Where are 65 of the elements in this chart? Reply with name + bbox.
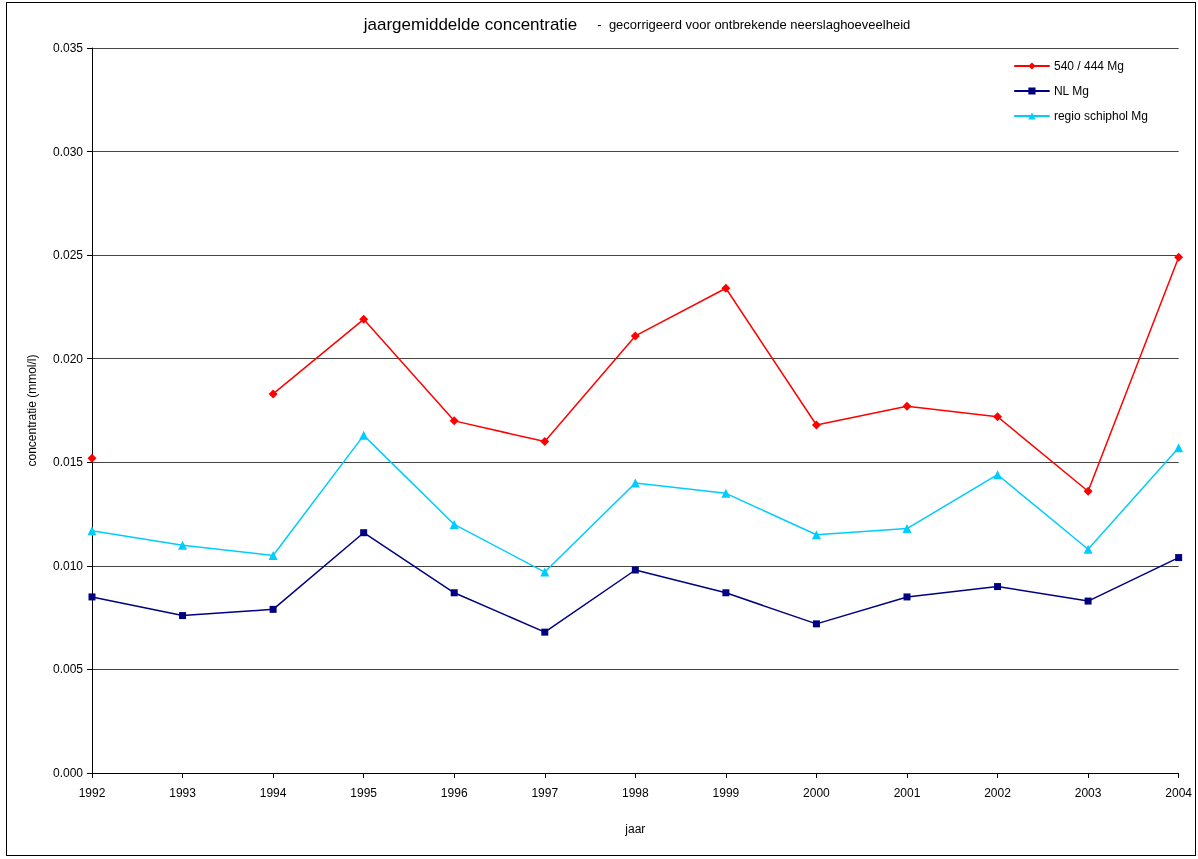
legend-label: 540 / 444 Mg bbox=[1053, 59, 1125, 73]
x-tick-label: 1992 bbox=[78, 786, 106, 800]
point bbox=[359, 430, 369, 440]
point bbox=[902, 401, 912, 411]
x-tick-label: 1998 bbox=[621, 786, 649, 800]
y-tick-label: 0.035 bbox=[52, 41, 84, 55]
x-tick-label: 2004 bbox=[1165, 786, 1193, 800]
point bbox=[540, 567, 550, 577]
point bbox=[994, 583, 1002, 591]
point bbox=[87, 453, 97, 463]
x-tick-label: 2001 bbox=[893, 786, 921, 800]
point bbox=[1084, 597, 1092, 605]
y-tick-label: 0.020 bbox=[52, 351, 84, 366]
y-tick-label: 0.000 bbox=[52, 766, 84, 780]
point bbox=[1174, 252, 1184, 262]
point bbox=[902, 524, 912, 534]
point bbox=[449, 416, 459, 426]
legend-label: NL Mg bbox=[1053, 84, 1089, 98]
point bbox=[630, 331, 640, 341]
point bbox=[1175, 554, 1183, 562]
y-tick-label: 0.015 bbox=[52, 455, 84, 470]
point bbox=[993, 412, 1003, 422]
point bbox=[721, 488, 731, 498]
point bbox=[178, 540, 188, 550]
point bbox=[812, 620, 820, 628]
point bbox=[268, 389, 278, 399]
y-tick-label: 0.025 bbox=[52, 248, 84, 263]
point bbox=[1083, 486, 1093, 496]
point bbox=[903, 593, 911, 601]
point bbox=[268, 551, 278, 560]
point bbox=[449, 519, 459, 529]
point bbox=[540, 437, 550, 447]
point bbox=[811, 530, 821, 540]
x-tick-label: 2000 bbox=[803, 786, 831, 800]
point bbox=[541, 628, 549, 636]
point bbox=[359, 314, 369, 324]
point bbox=[269, 605, 277, 613]
x-tick-label: 1993 bbox=[169, 786, 197, 800]
x-tick-label: 1996 bbox=[440, 786, 468, 800]
x-tick-label: 2003 bbox=[1074, 786, 1102, 800]
y-tick-label: 0.010 bbox=[52, 558, 84, 573]
x-tick-label: 2002 bbox=[984, 786, 1012, 800]
y-axis-title: concentratie (mmol/l) bbox=[25, 354, 39, 467]
point bbox=[993, 470, 1003, 480]
x-tick-label: 1994 bbox=[259, 786, 287, 800]
y-tick-label: 0.005 bbox=[52, 662, 84, 677]
x-tick-label: 1995 bbox=[350, 786, 378, 800]
point bbox=[360, 529, 368, 537]
y-tick-label: 0.030 bbox=[52, 144, 84, 159]
chart-subtitle: - gecorrigeerd voor ontbrekende neerslaghoeveelheid bbox=[597, 16, 911, 32]
point bbox=[87, 526, 97, 536]
point bbox=[811, 420, 821, 430]
x-tick-label: 1999 bbox=[712, 786, 740, 800]
point bbox=[179, 612, 187, 620]
point bbox=[631, 566, 639, 574]
point bbox=[721, 283, 731, 293]
point bbox=[450, 589, 458, 597]
point bbox=[88, 593, 96, 601]
point bbox=[722, 589, 730, 597]
legend-label: regio schiphol Mg bbox=[1053, 109, 1149, 123]
x-tick-label: 1997 bbox=[531, 786, 559, 800]
point bbox=[630, 478, 640, 488]
chart-title: jaargemiddelde concentratie bbox=[362, 14, 578, 34]
point bbox=[1083, 544, 1093, 554]
x-axis-title: jaar bbox=[624, 822, 646, 836]
